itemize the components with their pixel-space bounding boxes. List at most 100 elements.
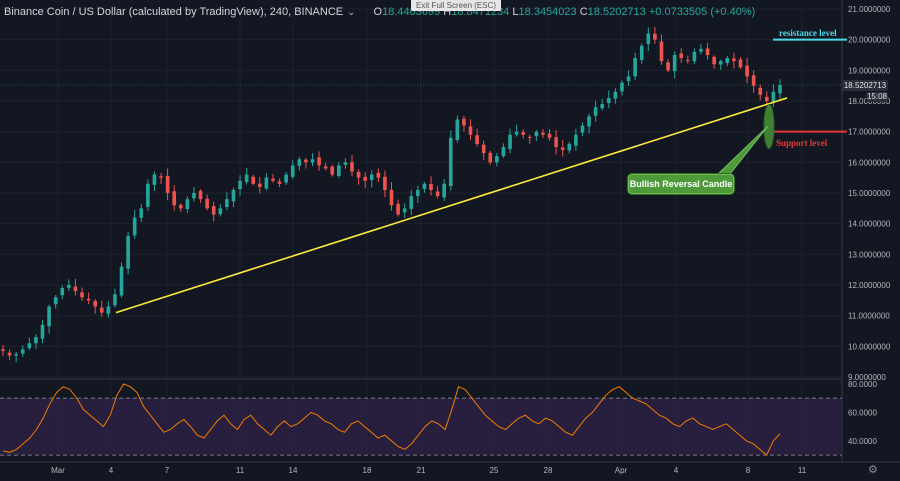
ohlc-readout: O18.4463699 H18.8471234 L18.3454023 C18.… bbox=[374, 6, 756, 18]
rsi-tick-label: 40.0000 bbox=[848, 437, 877, 446]
candle-body bbox=[679, 53, 684, 59]
candle-body bbox=[205, 198, 209, 209]
candle-body bbox=[712, 56, 716, 65]
candle-body bbox=[751, 75, 756, 86]
y-tick-label: 13.0000000 bbox=[848, 250, 891, 259]
last-price-badge: 18.5202713 bbox=[842, 80, 888, 91]
candle-body bbox=[639, 45, 644, 60]
rsi-tick-label: 80.0000 bbox=[848, 380, 877, 389]
candle-body bbox=[718, 61, 723, 65]
candle-body bbox=[271, 178, 275, 181]
candle-body bbox=[521, 132, 526, 135]
candle-body bbox=[244, 174, 249, 182]
y-tick-label: 21.0000000 bbox=[848, 5, 891, 14]
candle-body bbox=[600, 104, 605, 109]
candle-body bbox=[672, 55, 677, 72]
candle-body bbox=[409, 196, 414, 209]
candle-body bbox=[310, 159, 315, 163]
x-tick-label: 4 bbox=[109, 466, 114, 475]
candle-body bbox=[495, 156, 499, 163]
candle-body bbox=[165, 176, 170, 193]
candle-body bbox=[481, 144, 486, 154]
candle-body bbox=[692, 51, 697, 62]
axis-labels: 21.000000020.000000019.000000018.0000000… bbox=[51, 5, 891, 475]
candle-body bbox=[20, 349, 25, 354]
symbol-title[interactable]: Binance Coin / US Dollar (calculated by … bbox=[4, 6, 344, 18]
chevron-down-icon[interactable]: ⌄ bbox=[347, 6, 356, 18]
candle-body bbox=[396, 203, 400, 215]
exit-fullscreen-button[interactable]: Exit Full Screen (ESC) bbox=[411, 0, 502, 11]
candle-body bbox=[192, 193, 196, 199]
candle-body bbox=[580, 125, 585, 133]
x-tick-label: 25 bbox=[490, 466, 499, 475]
candle-body bbox=[113, 294, 117, 306]
candle-body bbox=[448, 137, 453, 187]
candle-body bbox=[626, 76, 631, 82]
candle-body bbox=[534, 131, 539, 137]
x-tick-label: 7 bbox=[165, 466, 170, 475]
rsi-band-fill bbox=[0, 398, 842, 456]
candle-body bbox=[290, 165, 295, 177]
candle-body bbox=[705, 48, 710, 55]
x-tick-label: 4 bbox=[674, 466, 679, 475]
candle-body bbox=[725, 58, 730, 63]
candle-body bbox=[778, 85, 782, 94]
candle-body bbox=[126, 235, 130, 269]
candle-body bbox=[758, 87, 763, 95]
rsi-line bbox=[2, 383, 781, 456]
candle-body bbox=[587, 116, 591, 127]
candle-body bbox=[231, 189, 236, 202]
candle-body bbox=[106, 306, 111, 314]
candle-body bbox=[369, 174, 374, 180]
rsi-series bbox=[2, 383, 781, 456]
gear-icon[interactable]: ⚙ bbox=[868, 464, 878, 476]
candle-body bbox=[47, 306, 51, 327]
x-tick-label: 11 bbox=[236, 466, 245, 475]
rsi-tick-label: 60.0000 bbox=[848, 408, 877, 417]
y-tick-label: 11.0000000 bbox=[848, 312, 890, 321]
candle-body bbox=[343, 162, 348, 165]
candle-body bbox=[659, 41, 664, 62]
candle-body bbox=[475, 135, 479, 144]
candle-body bbox=[323, 166, 328, 169]
candle-body bbox=[198, 190, 203, 200]
candle-body bbox=[383, 176, 387, 190]
candle-body bbox=[514, 131, 519, 135]
candle-body bbox=[547, 133, 552, 138]
reversal-highlight bbox=[763, 103, 775, 149]
resistance-label: resistance level bbox=[779, 28, 837, 38]
candle-body bbox=[593, 107, 598, 116]
candle-body bbox=[185, 199, 190, 209]
candle-body bbox=[67, 285, 71, 288]
close-value: 18.5202713 bbox=[587, 6, 646, 18]
symbol-header: Binance Coin / US Dollar (calculated by … bbox=[4, 4, 755, 20]
open-label: O bbox=[373, 6, 383, 18]
candle-body bbox=[211, 206, 216, 215]
y-tick-label: 17.0000000 bbox=[848, 128, 891, 137]
y-tick-label: 15.0000000 bbox=[848, 189, 891, 198]
candle-body bbox=[699, 48, 703, 52]
candle-body bbox=[376, 172, 381, 178]
candle-body bbox=[80, 292, 84, 298]
candle-body bbox=[429, 183, 433, 190]
candle-body bbox=[218, 208, 223, 215]
candle-body bbox=[402, 208, 407, 213]
candle-body bbox=[93, 301, 97, 307]
candle-body bbox=[99, 307, 104, 313]
candle-body bbox=[14, 354, 18, 356]
candle-body bbox=[541, 132, 545, 135]
candle-body bbox=[501, 147, 506, 157]
candle-body bbox=[251, 176, 256, 184]
low-value: 18.3454023 bbox=[518, 6, 577, 18]
x-tick-label: 28 bbox=[544, 466, 553, 475]
y-tick-label: 20.0000000 bbox=[848, 36, 891, 45]
candle-body bbox=[468, 126, 473, 135]
candle-body bbox=[765, 96, 769, 101]
candle-body bbox=[508, 134, 512, 150]
candle-body bbox=[633, 58, 637, 77]
x-tick-label: Apr bbox=[615, 466, 628, 475]
y-tick-label: 19.0000000 bbox=[848, 66, 891, 75]
trendline bbox=[115, 97, 788, 314]
candle-body bbox=[277, 181, 282, 184]
candle-body bbox=[350, 162, 354, 172]
